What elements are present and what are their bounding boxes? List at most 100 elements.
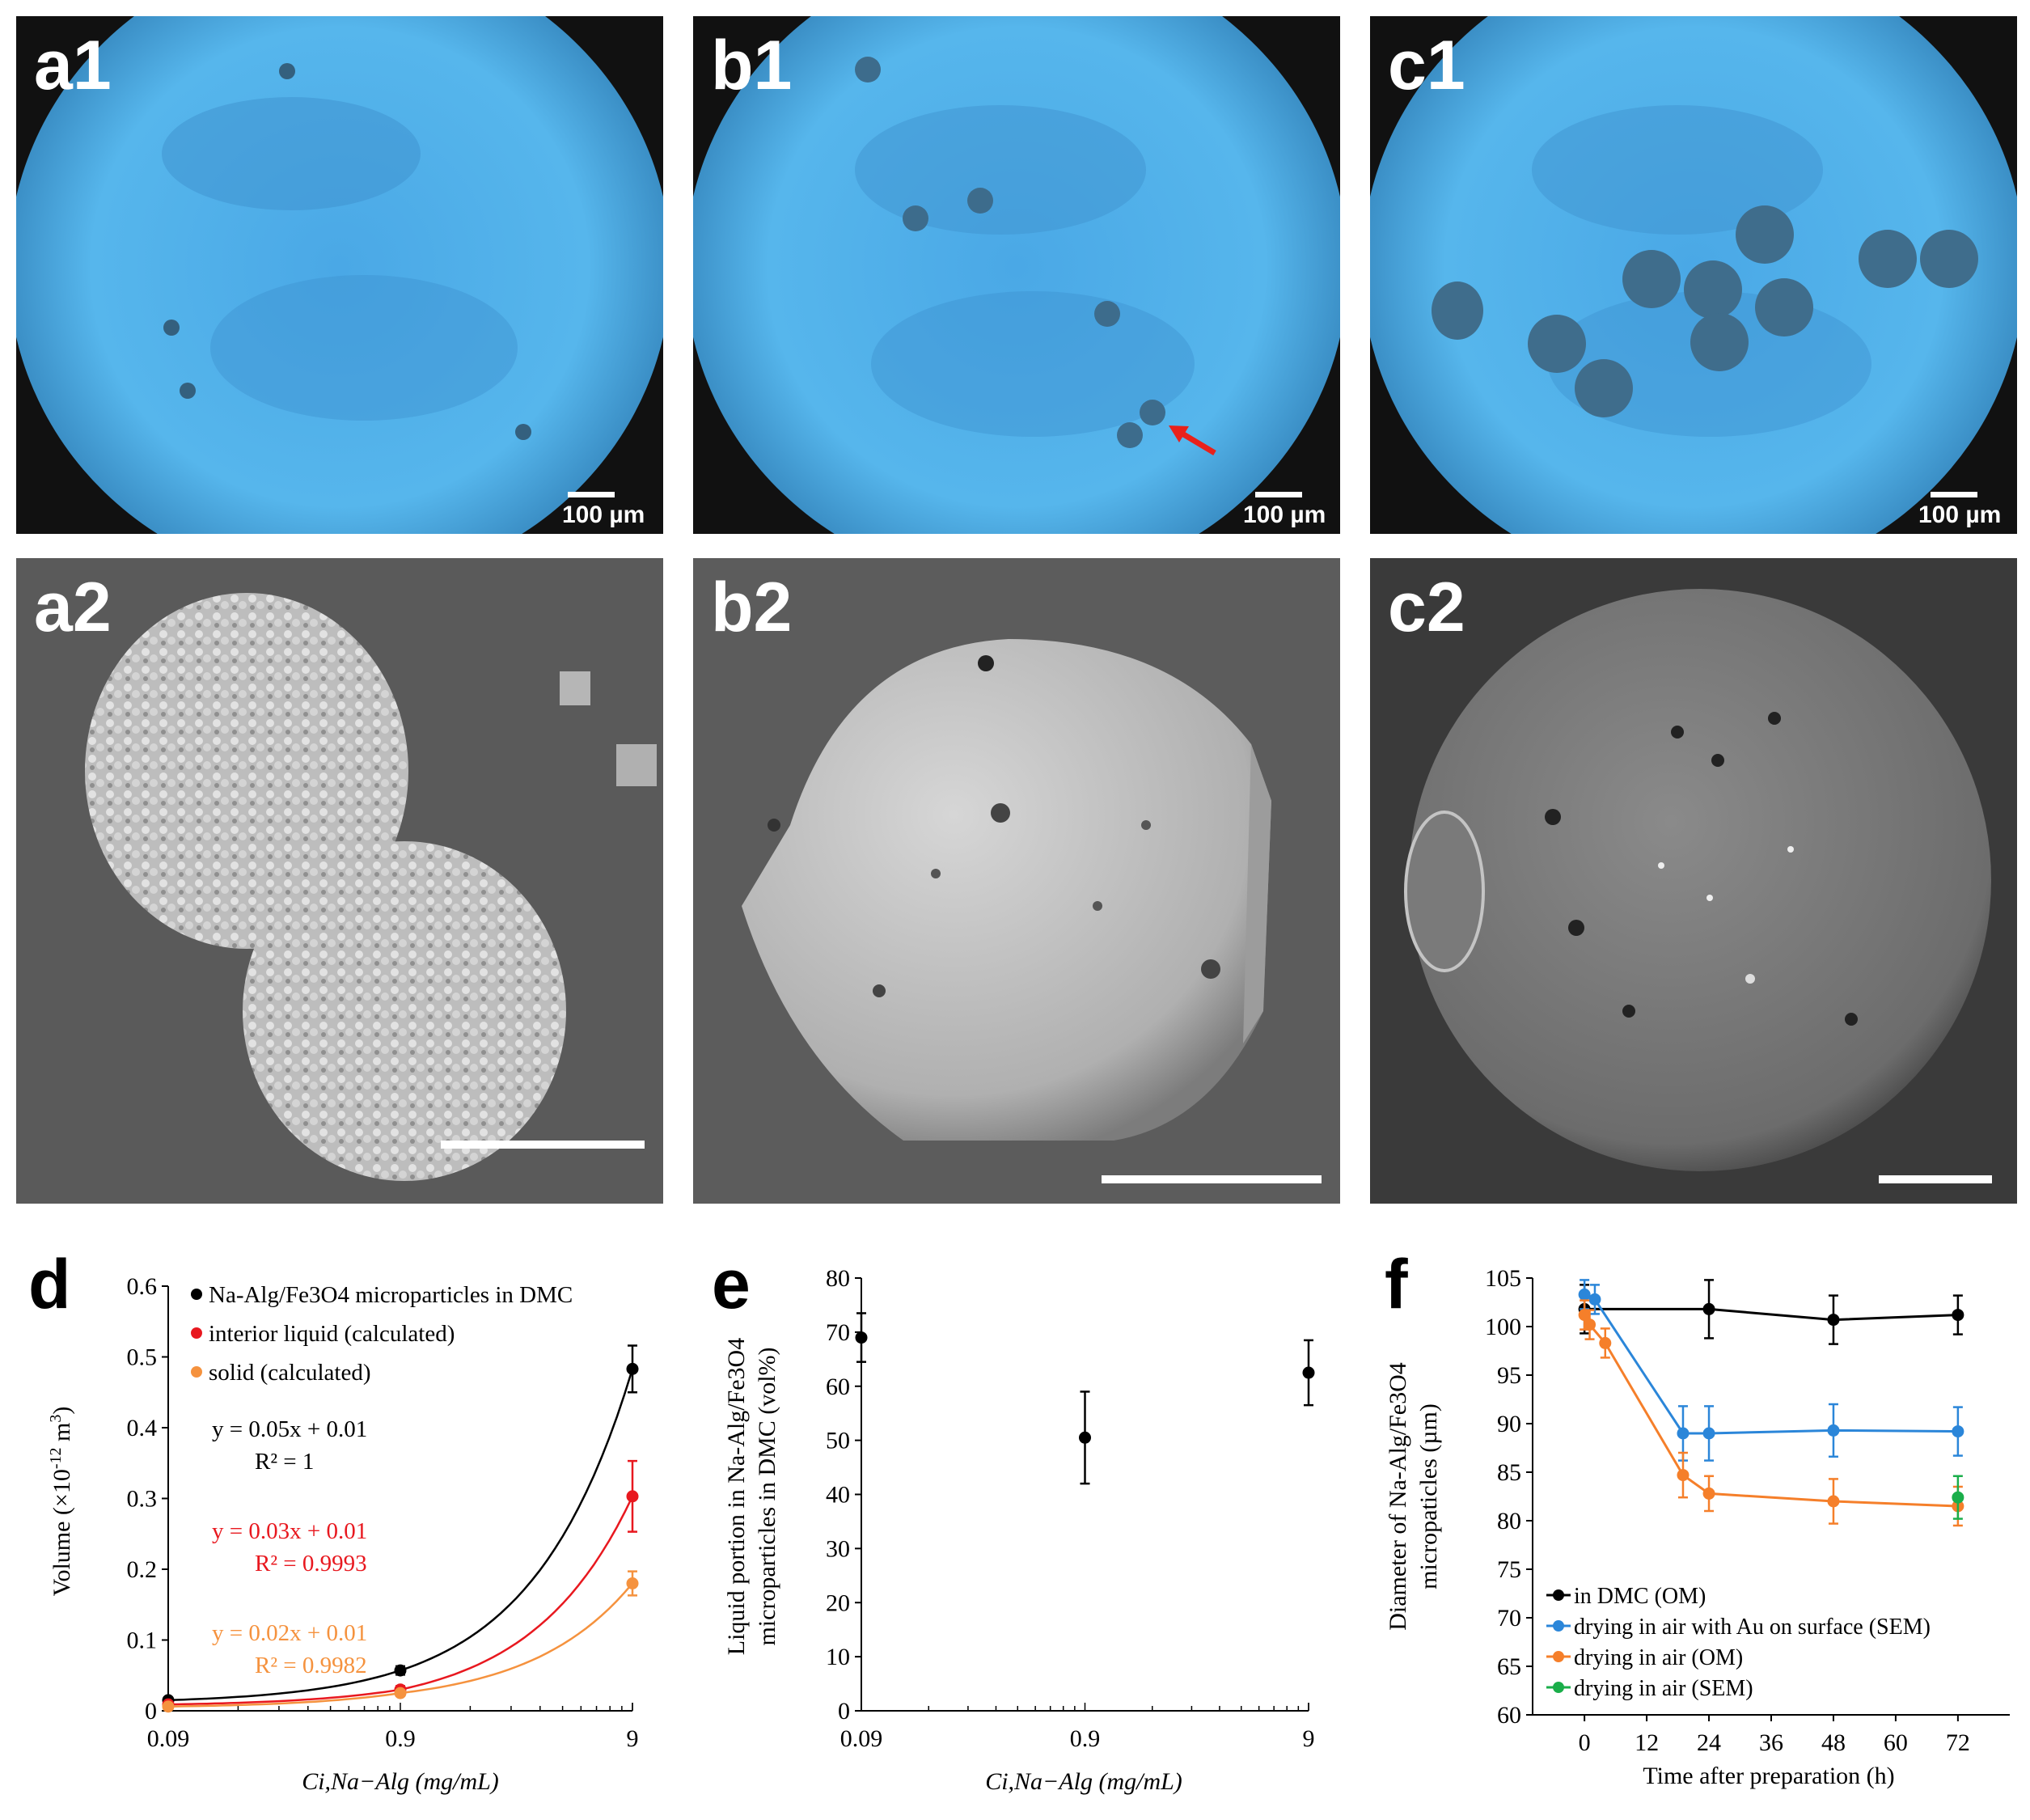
scale-text-b1: 100 µm xyxy=(1243,502,1326,528)
y-axis-label: Volume (×10-12 m3) xyxy=(47,1407,75,1597)
x-tick-label: 0 xyxy=(1579,1729,1591,1756)
x-axis-label: Ci,Na−Alg (mg/mL) xyxy=(985,1768,1182,1795)
y-tick-label: 65 xyxy=(1497,1653,1521,1680)
y-tick-label: 85 xyxy=(1497,1459,1521,1486)
a1-micrograph-image xyxy=(16,16,663,534)
chart-d-volume: 0 0.1 0.2 0.3 0.4 0.5 0.6 0.09 0.9 9 Volume (×10-1… xyxy=(47,1273,639,1795)
x-tick-label: 36 xyxy=(1759,1729,1783,1756)
panel-b2-sem-image: b2 xyxy=(693,558,1340,1204)
fit-r-squared: R² = 0.9982 xyxy=(255,1653,367,1678)
scale-bar-c1 xyxy=(1931,492,1977,497)
data-point xyxy=(626,1577,639,1589)
chart-label-d: d xyxy=(28,1246,71,1323)
x-tick-label: 72 xyxy=(1946,1729,1970,1756)
y-tick-label: 80 xyxy=(1497,1508,1521,1534)
y-tick-label: 0.3 xyxy=(127,1486,158,1513)
data-point xyxy=(626,1362,639,1375)
y-tick-label: 40 xyxy=(826,1482,850,1509)
c1-micrograph-image xyxy=(1370,16,2017,534)
panel-label-b1: b1 xyxy=(711,27,793,104)
y-axis-label-line2: micropaticles (µm) xyxy=(1415,1403,1442,1589)
panel-label-b2: b2 xyxy=(711,569,793,646)
x-tick-label: 0.9 xyxy=(385,1725,416,1752)
legend-text: solid (calculated) xyxy=(209,1360,371,1386)
series-line-0 xyxy=(1584,1307,1958,1322)
legend-text: drying in air (OM) xyxy=(1574,1645,1743,1670)
data-point xyxy=(1677,1427,1690,1440)
scale-bar-c2 xyxy=(1879,1175,1992,1183)
panel-label-c1: c1 xyxy=(1388,27,1465,104)
x-tick-label: 0.9 xyxy=(1070,1725,1101,1752)
data-point xyxy=(1827,1424,1840,1437)
fit-equation: y = 0.02x + 0.01 xyxy=(212,1620,367,1646)
chart-label-f: f xyxy=(1385,1246,1408,1323)
y-tick-label: 0.5 xyxy=(127,1344,158,1371)
x-tick-label: 9 xyxy=(627,1725,639,1752)
y-tick-label: 0.1 xyxy=(127,1627,158,1654)
legend-text: Na-Alg/Fe3O4 microparticles in DMC xyxy=(209,1282,573,1308)
panel-c2-sem-image: c2 xyxy=(1370,558,2017,1204)
legend-text: in DMC (OM) xyxy=(1574,1584,1706,1609)
x-axis-label: Ci,Na−Alg (mg/mL) xyxy=(302,1768,499,1795)
data-point xyxy=(1952,1491,1964,1504)
y-tick-label: 80 xyxy=(826,1265,850,1292)
panel-label-c2: c2 xyxy=(1388,569,1465,646)
chart-e-liquid-portion: 0 10 20 30 40 50 60 70 80 0.09 0.9 9 Liquid portion … xyxy=(723,1265,1315,1795)
x-axis-label: Time after preparation (h) xyxy=(1643,1763,1894,1789)
panel-label-a2: a2 xyxy=(34,569,112,646)
x-tick-label: 0.09 xyxy=(840,1725,883,1752)
panel-label-a1: a1 xyxy=(34,27,112,104)
legend-marker xyxy=(191,1289,202,1300)
y-tick-label: 100 xyxy=(1485,1314,1521,1340)
data-point xyxy=(1827,1314,1840,1327)
c2-sem-image xyxy=(1370,558,2017,1204)
a2-sem-image xyxy=(16,558,663,1204)
data-point xyxy=(1827,1495,1840,1508)
y-tick-label: 70 xyxy=(826,1319,850,1346)
series-line-2 xyxy=(1583,1314,1958,1508)
legend-marker xyxy=(1553,1682,1564,1693)
data-point xyxy=(394,1664,407,1677)
panel-b1-optical-micrograph: b1 100 µm xyxy=(693,16,1340,534)
y-tick-label: 95 xyxy=(1497,1362,1521,1389)
legend-text: drying in air with Au on surface (SEM) xyxy=(1574,1615,1931,1640)
y-axis-label-line2: microparticles in DMC (vol%) xyxy=(754,1347,780,1645)
b2-sem-image xyxy=(693,558,1340,1204)
x-tick-label: 12 xyxy=(1635,1729,1659,1756)
y-axis-label-line1: Liquid portion in Na-Alg/Fe3O4 xyxy=(723,1338,750,1655)
x-tick-label: 24 xyxy=(1697,1729,1721,1756)
legend-text: drying in air (SEM) xyxy=(1574,1676,1753,1701)
data-point xyxy=(1702,1487,1715,1500)
y-tick-label: 0 xyxy=(838,1698,850,1725)
chart-f-diameter: 60 65 70 75 80 85 90 95 100 105 0 12 24 36 48 60 72 Diame… xyxy=(1385,1265,2010,1789)
data-point xyxy=(1578,1288,1591,1301)
legend-marker xyxy=(1553,1589,1564,1601)
scale-text-c1: 100 µm xyxy=(1918,502,2002,528)
fit-equation: y = 0.03x + 0.01 xyxy=(212,1518,367,1544)
x-tick-label: 48 xyxy=(1821,1729,1846,1756)
scale-bar-b2 xyxy=(1102,1175,1322,1183)
y-tick-label: 60 xyxy=(1497,1702,1521,1729)
scale-text-a1: 100 µm xyxy=(562,502,645,528)
legend-marker xyxy=(1553,1651,1564,1662)
data-point xyxy=(1584,1318,1597,1331)
panel-a1-optical-micrograph: a1 100 µm xyxy=(16,16,663,534)
data-point xyxy=(1702,1427,1715,1440)
panel-c1-optical-micrograph: c1 100 µm xyxy=(1370,16,2017,534)
y-tick-label: 0.2 xyxy=(127,1556,158,1583)
y-tick-label: 0.4 xyxy=(127,1415,158,1441)
b1-micrograph-image xyxy=(693,16,1340,534)
y-tick-label: 70 xyxy=(1497,1605,1521,1632)
panel-a2-sem-image: a2 xyxy=(16,558,663,1204)
y-tick-label: 20 xyxy=(826,1589,850,1616)
data-point xyxy=(1302,1366,1315,1379)
data-point xyxy=(626,1490,639,1503)
data-point xyxy=(1079,1431,1091,1444)
data-point xyxy=(1702,1302,1715,1315)
fit-equation: y = 0.05x + 0.01 xyxy=(212,1416,367,1442)
data-point xyxy=(162,1700,175,1713)
fit-r-squared: R² = 0.9993 xyxy=(255,1551,367,1577)
data-point xyxy=(1952,1425,1964,1438)
y-tick-label: 105 xyxy=(1485,1265,1521,1292)
data-point xyxy=(1578,1309,1591,1322)
